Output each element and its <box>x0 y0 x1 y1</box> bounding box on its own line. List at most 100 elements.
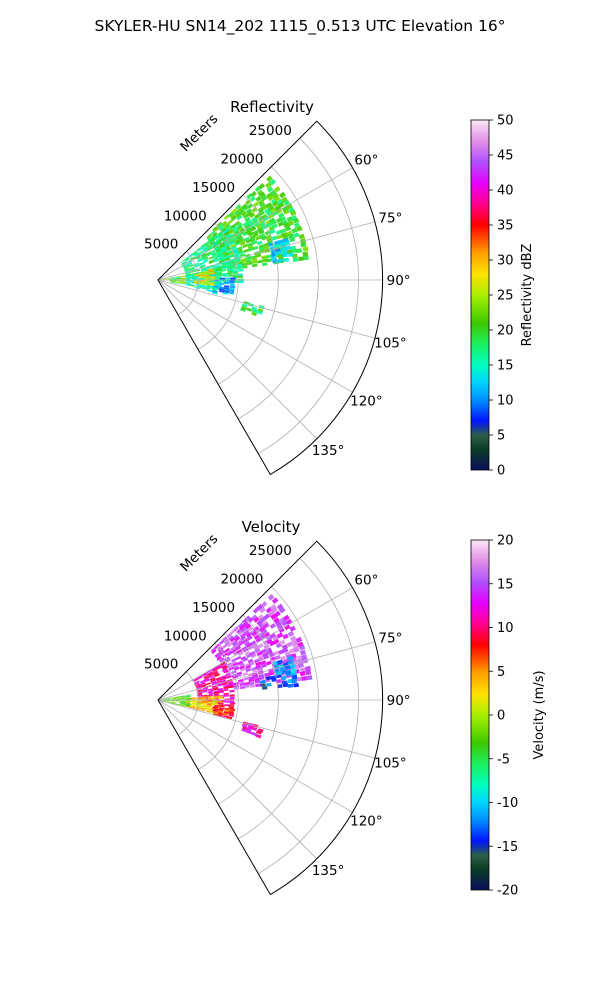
echo-cell <box>284 665 291 671</box>
echo-cell <box>202 687 209 691</box>
echo-cell <box>185 696 191 698</box>
echo-cell <box>251 726 258 731</box>
echo-cell <box>227 249 234 254</box>
echo-cell <box>282 647 289 654</box>
echo-cell <box>247 244 254 250</box>
echo-cell <box>202 700 208 702</box>
echo-cell <box>241 306 247 310</box>
echo-cell <box>209 711 216 714</box>
echo-cell <box>218 657 225 662</box>
echo-cell <box>224 257 231 261</box>
echo-cell <box>199 265 205 269</box>
echo-cell <box>169 700 176 701</box>
echo-cell <box>174 283 180 285</box>
echo-cell <box>203 280 210 282</box>
echo-cell <box>188 264 195 268</box>
echo-cell <box>220 679 227 683</box>
echo-cell <box>263 654 270 660</box>
echo-cell <box>299 671 306 677</box>
echo-cell <box>291 674 298 680</box>
echo-cell <box>208 260 214 264</box>
echo-cell <box>164 701 170 703</box>
echo-cell <box>210 677 216 681</box>
echo-cell <box>210 678 216 683</box>
echo-cell <box>207 245 213 250</box>
echo-cell <box>202 247 208 252</box>
echo-cell <box>233 626 239 632</box>
echo-cell <box>183 265 189 269</box>
echo-cell <box>202 701 208 704</box>
echo-cell <box>256 651 263 657</box>
echo-cell <box>242 657 249 662</box>
echo-cell <box>246 635 253 641</box>
echo-cell <box>214 652 220 658</box>
echo-cell <box>184 257 190 261</box>
echo-cell <box>208 692 215 695</box>
echo-cell <box>219 659 226 664</box>
echo-cell <box>199 276 205 279</box>
reflectivity-panel: Reflectivity 5000 10000 15000 20000 25000 Met… <box>144 98 535 479</box>
echo-region <box>241 721 264 739</box>
echo-cell <box>228 291 235 295</box>
echo-cell <box>190 273 196 276</box>
range-tick-label: 15000 <box>192 180 235 196</box>
echo-cell <box>213 708 220 711</box>
echo-cell <box>265 647 272 653</box>
echo-cell <box>283 614 290 622</box>
echo-cell <box>290 668 297 674</box>
range-ring <box>217 614 279 805</box>
echo-cell <box>245 668 252 673</box>
echo-cell <box>218 712 224 716</box>
echo-cell <box>180 696 186 698</box>
echo-cell <box>263 631 271 638</box>
echo-cell <box>215 664 221 669</box>
echo-cell <box>212 226 218 232</box>
range-tick-label: 20000 <box>220 152 263 168</box>
echo-cell <box>242 243 249 249</box>
echo-cell <box>238 237 244 242</box>
echo-cell <box>185 698 191 700</box>
echo-cell <box>228 713 234 718</box>
echo-cell <box>200 705 206 708</box>
echo-cell <box>205 678 211 682</box>
sector-outline <box>157 120 384 476</box>
echo-cell <box>225 277 231 280</box>
echo-cell <box>257 259 263 264</box>
echo-cell <box>210 647 216 653</box>
range-tick-label: 20000 <box>220 572 263 588</box>
echo-cell <box>268 205 275 212</box>
echo-cell <box>184 270 190 273</box>
echo-cell <box>170 280 176 282</box>
colorbar-tick-label: 25 <box>497 289 514 304</box>
range-axis-label: Meters <box>177 111 221 155</box>
echo-cell <box>251 614 258 621</box>
echo-cell <box>180 282 186 284</box>
range-tick-label: 25000 <box>249 123 292 139</box>
echo-cell <box>282 633 289 640</box>
echo-cell <box>202 690 208 693</box>
echo-cell <box>249 651 256 656</box>
echo-cell <box>208 256 214 260</box>
echo-cell <box>251 309 258 314</box>
echo-cell <box>215 264 221 268</box>
colorbar-tick-label: 15 <box>497 359 514 374</box>
echo-cell <box>235 204 242 210</box>
echo-cell <box>253 232 260 238</box>
echo-cell <box>219 244 225 249</box>
echo-cell <box>220 236 226 241</box>
echo-cell <box>254 648 261 654</box>
range-ring <box>177 251 199 316</box>
echo-cell <box>226 247 232 252</box>
range-tick-label: 15000 <box>192 600 235 616</box>
echo-cell <box>280 655 287 661</box>
echo-cell <box>251 642 258 648</box>
echo-cell <box>199 273 205 275</box>
echo-cell <box>286 641 293 648</box>
echo-cell <box>270 207 277 214</box>
echo-cell <box>269 217 276 224</box>
echo-cell <box>180 697 186 699</box>
echo-cell <box>241 211 247 217</box>
echo-cell <box>181 261 187 266</box>
echo-cell <box>227 235 233 240</box>
echo-cell <box>239 686 246 690</box>
